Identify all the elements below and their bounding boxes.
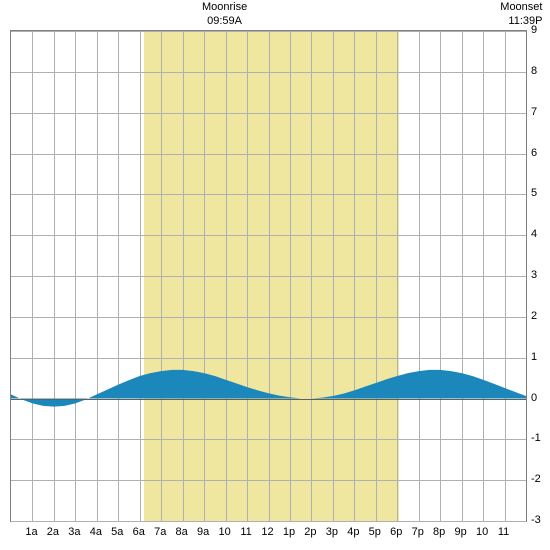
x-tick-label: 2a: [47, 526, 59, 538]
x-tick-label: 1p: [283, 526, 295, 538]
x-tick-label: 11: [240, 526, 251, 538]
x-tick-label: 10: [218, 526, 230, 538]
grid-line-h: [11, 521, 526, 522]
x-tick-label: 7p: [412, 526, 424, 538]
x-tick-label: 9a: [197, 526, 209, 538]
y-tick-label: 1: [531, 351, 537, 363]
y-tick-label: -1: [531, 432, 541, 444]
moonrise-label: Moonrise 09:59A: [195, 0, 255, 29]
y-tick-label: 2: [531, 310, 537, 322]
x-tick-label: 3a: [68, 526, 80, 538]
plot-area: [10, 30, 527, 522]
x-tick-label: 6a: [133, 526, 145, 538]
x-tick-label: 2p: [304, 526, 316, 538]
top-labels: Moonrise 09:59A Moonset 11:39P: [0, 0, 550, 28]
zero-line: [11, 399, 526, 400]
x-tick-label: 5p: [369, 526, 381, 538]
tide-curve: [11, 31, 526, 521]
y-tick-label: 9: [531, 24, 537, 36]
x-tick-label: 7a: [154, 526, 166, 538]
x-tick-label: 6p: [390, 526, 402, 538]
x-tick-label: 4p: [347, 526, 359, 538]
x-tick-label: 5a: [111, 526, 123, 538]
x-tick-label: 9p: [455, 526, 467, 538]
x-tick-label: 11: [498, 526, 509, 538]
y-tick-label: 0: [531, 392, 537, 404]
y-tick-label: -2: [531, 473, 541, 485]
y-tick-label: 3: [531, 269, 537, 281]
moonrise-time: 09:59A: [207, 15, 242, 27]
moonrise-title: Moonrise: [202, 1, 247, 13]
x-tick-label: 12: [261, 526, 273, 538]
y-tick-label: 6: [531, 147, 537, 159]
x-tick-label: 4a: [90, 526, 102, 538]
x-tick-label: 1a: [25, 526, 37, 538]
y-tick-label: 4: [531, 228, 537, 240]
y-tick-label: 5: [531, 187, 537, 199]
x-tick-label: 10: [476, 526, 488, 538]
moonset-time: 11:39P: [508, 15, 542, 27]
y-tick-label: 7: [531, 106, 537, 118]
y-tick-label: 8: [531, 65, 537, 77]
tide-chart: Moonrise 09:59A Moonset 11:39P -3-2-1012…: [0, 0, 550, 550]
x-tick-label: 8p: [433, 526, 445, 538]
moonset-title: Moonset: [500, 1, 542, 13]
y-tick-label: -3: [531, 514, 541, 526]
x-tick-label: 8a: [176, 526, 188, 538]
x-tick-label: 3p: [326, 526, 338, 538]
